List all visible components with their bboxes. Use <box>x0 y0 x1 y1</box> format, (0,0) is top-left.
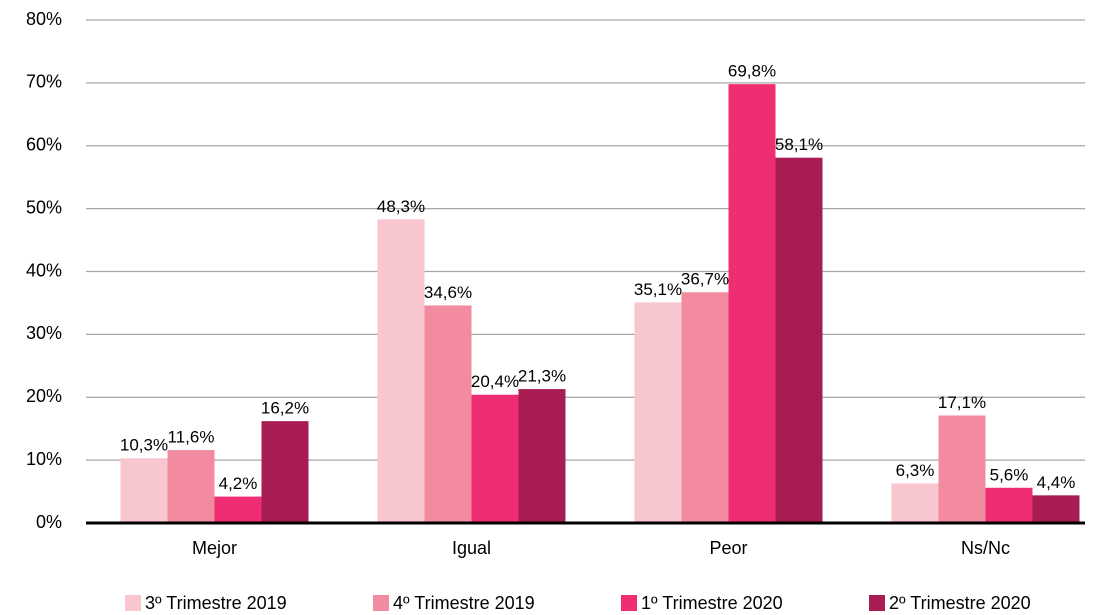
value-label: 6,3% <box>896 461 935 480</box>
bar <box>377 219 425 523</box>
value-label: 58,1% <box>775 135 823 154</box>
y-tick-label: 80% <box>26 9 62 29</box>
bar <box>261 421 309 523</box>
bar <box>728 84 776 523</box>
bar <box>775 157 823 524</box>
bar <box>1032 495 1080 523</box>
legend-swatch <box>869 595 885 611</box>
value-label: 11,6% <box>168 428 215 447</box>
value-label: 10,3% <box>120 436 168 455</box>
legend-label: 2º Trimestre 2020 <box>889 593 1031 613</box>
legend-label: 3º Trimestre 2019 <box>145 593 287 613</box>
x-tick-label: Peor <box>709 538 747 558</box>
legend-label: 1º Trimestre 2020 <box>641 593 783 613</box>
bar <box>634 302 682 523</box>
bar <box>891 483 939 523</box>
legend-swatch <box>125 595 141 611</box>
bar <box>424 305 472 523</box>
bar <box>681 292 729 523</box>
value-label: 17,1% <box>938 393 986 412</box>
bar <box>471 394 519 523</box>
value-label: 16,2% <box>261 399 309 418</box>
legend-label: 4º Trimestre 2019 <box>393 593 535 613</box>
value-label: 69,8% <box>728 62 776 81</box>
bar <box>120 458 168 523</box>
bar <box>985 487 1033 523</box>
y-tick-label: 0% <box>36 512 62 532</box>
value-label: 35,1% <box>634 280 682 299</box>
y-tick-label: 30% <box>26 323 62 343</box>
y-tick-label: 50% <box>26 197 62 217</box>
value-label: 5,6% <box>990 465 1029 484</box>
x-tick-label: Ns/Nc <box>961 538 1010 558</box>
value-label: 4,4% <box>1037 473 1076 492</box>
bar <box>167 450 215 523</box>
bar <box>938 415 986 523</box>
bar <box>214 496 262 523</box>
x-tick-label: Igual <box>452 538 491 558</box>
value-label: 20,4% <box>471 372 519 391</box>
y-tick-label: 40% <box>26 260 62 280</box>
legend-swatch <box>373 595 389 611</box>
y-tick-label: 70% <box>26 72 62 92</box>
value-label: 4,2% <box>219 474 258 493</box>
value-label: 21,3% <box>518 367 566 386</box>
legend-swatch <box>621 595 637 611</box>
x-tick-label: Mejor <box>192 538 237 558</box>
value-label: 48,3% <box>377 197 425 216</box>
bar <box>518 389 566 523</box>
y-tick-label: 60% <box>26 135 62 155</box>
y-tick-label: 10% <box>26 449 62 469</box>
value-label: 34,6% <box>424 283 472 302</box>
y-tick-label: 20% <box>26 386 62 406</box>
value-label: 36,7% <box>681 270 729 289</box>
